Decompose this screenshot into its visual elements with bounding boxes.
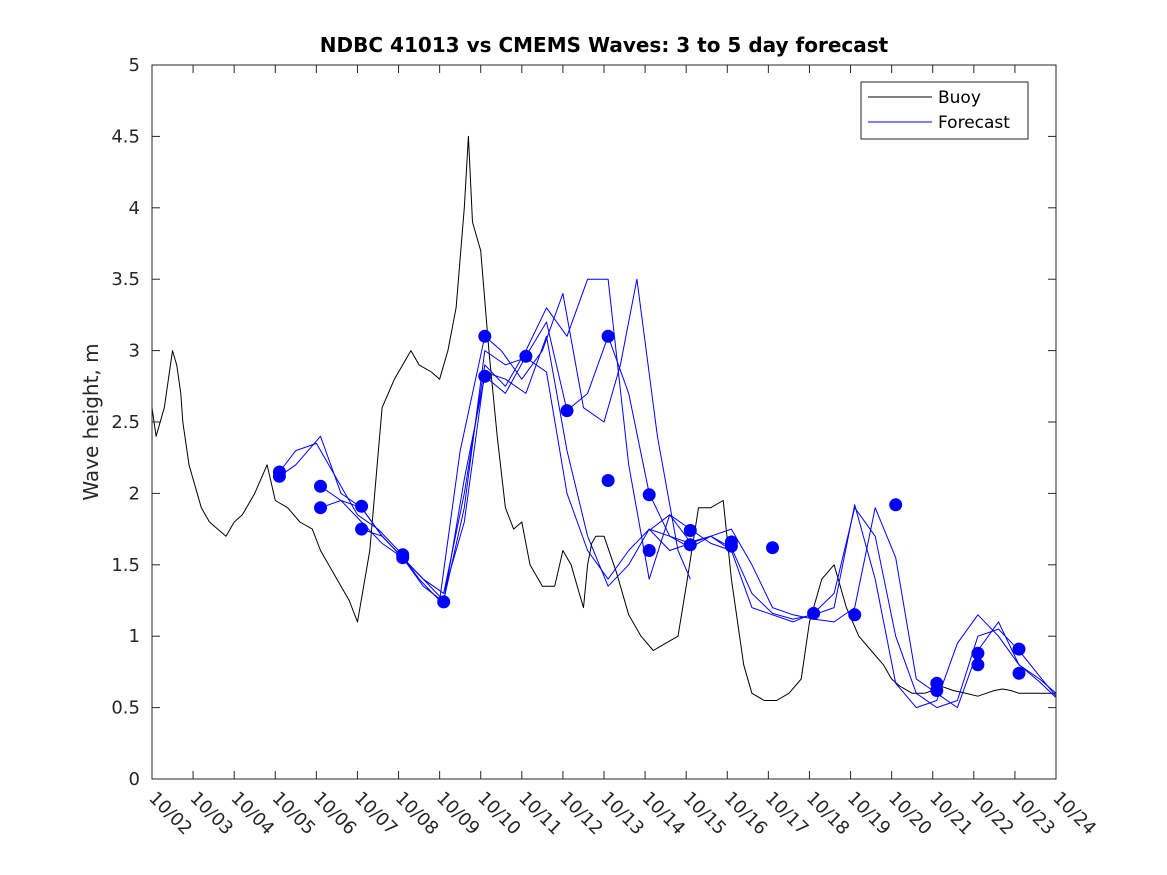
forecast-start-marker xyxy=(560,404,574,418)
forecast-start-marker xyxy=(642,488,656,502)
forecast-start-marker xyxy=(1012,666,1026,680)
y-tick-label: 4.5 xyxy=(111,126,140,147)
x-tick-label: 10/04 xyxy=(227,788,279,840)
y-tick-label: 3.5 xyxy=(111,269,140,290)
forecast-start-marker xyxy=(355,522,369,536)
forecast-start-marker xyxy=(355,499,369,513)
forecast-start-marker xyxy=(314,501,327,515)
forecast-start-marker xyxy=(683,538,697,552)
x-tick-label: 10/13 xyxy=(596,788,648,840)
forecast-start-marker xyxy=(478,369,492,383)
x-tick-label: 10/19 xyxy=(843,788,895,840)
forecast-start-marker xyxy=(971,658,985,672)
forecast-start-marker xyxy=(807,606,821,620)
forecast-start-marker xyxy=(930,684,944,697)
forecast-start-marker xyxy=(519,349,533,363)
x-tick-label: 10/02 xyxy=(144,788,196,840)
forecast-start-marker xyxy=(396,551,410,565)
forecast-start-marker xyxy=(272,469,286,483)
y-tick-label: 1.5 xyxy=(111,555,140,576)
legend-box xyxy=(860,81,1029,140)
x-tick-label: 10/07 xyxy=(350,788,402,840)
x-tick-label: 10/05 xyxy=(268,788,320,840)
x-tick-label: 10/15 xyxy=(679,788,731,840)
x-tick-label: 10/20 xyxy=(884,788,936,840)
x-tick-label: 10/11 xyxy=(514,788,566,840)
forecast-start-marker xyxy=(437,595,451,609)
forecast-start-marker xyxy=(1012,642,1026,656)
x-tick-label: 10/12 xyxy=(555,788,607,840)
y-tick-label: 0.5 xyxy=(111,698,140,719)
forecast-start-marker xyxy=(642,544,656,557)
forecast-start-marker xyxy=(601,329,615,343)
x-tick-label: 10/24 xyxy=(1048,788,1100,840)
x-tick-label: 10/14 xyxy=(638,788,690,840)
legend: Buoy Forecast xyxy=(860,81,1029,140)
y-tick-label: 5 xyxy=(129,55,140,76)
forecast-start-marker xyxy=(683,524,697,537)
x-tick-label: 10/10 xyxy=(473,788,525,840)
forecast-start-marker xyxy=(724,539,738,553)
x-tick-label: 10/03 xyxy=(186,788,238,840)
x-tick-label: 10/17 xyxy=(761,788,813,840)
forecast-start-marker xyxy=(314,479,327,493)
forecast-start-marker xyxy=(766,541,779,555)
forecast-start-marker xyxy=(889,498,903,512)
chart-title: NDBC 41013 vs CMEMS Waves: 3 to 5 day fo… xyxy=(320,33,889,57)
forecast-start-marker xyxy=(971,646,985,660)
x-tick-label: 10/16 xyxy=(720,788,772,840)
y-tick-label: 4 xyxy=(129,198,140,219)
forecast-start-marker xyxy=(601,474,615,487)
x-tick-label: 10/23 xyxy=(1007,788,1059,840)
forecast-start-marker xyxy=(478,329,492,343)
y-tick-label: 2 xyxy=(129,483,140,504)
x-tick-label: 10/06 xyxy=(309,788,361,840)
y-tick-label: 3 xyxy=(129,341,140,362)
y-tick-label: 0 xyxy=(129,769,140,790)
marker-layer xyxy=(272,329,1026,697)
legend-forecast-label: Forecast xyxy=(938,113,1010,133)
x-tick-label: 10/09 xyxy=(432,788,484,840)
legend-buoy-label: Buoy xyxy=(938,88,981,108)
forecast-start-marker xyxy=(848,608,862,622)
buoy-series-line xyxy=(151,135,1056,701)
x-tick-label: 10/21 xyxy=(925,788,977,840)
x-tick-label: 10/22 xyxy=(966,788,1018,840)
forecast-series-line xyxy=(279,278,691,601)
y-tick-label: 1 xyxy=(129,626,140,647)
y-axis-label: Wave height, m xyxy=(79,343,103,500)
x-tick-label: 10/08 xyxy=(391,788,443,840)
forecast-series-line xyxy=(648,504,1057,709)
y-tick-label: 2.5 xyxy=(111,412,140,433)
x-tick-label: 10/18 xyxy=(802,788,854,840)
